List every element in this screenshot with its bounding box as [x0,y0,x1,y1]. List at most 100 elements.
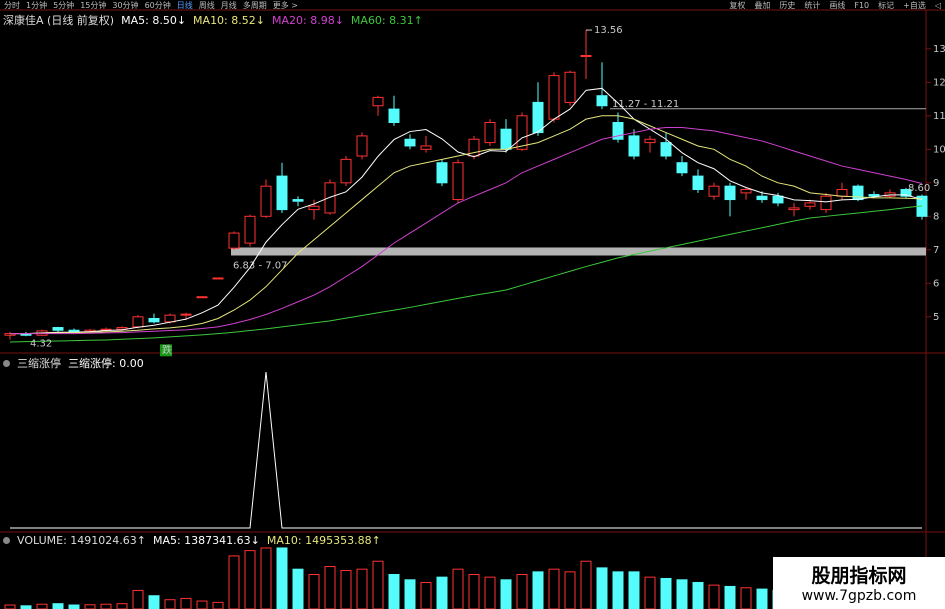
volume-bar [276,547,288,609]
ma-line [10,115,923,335]
ma-line [9,205,923,343]
tool-button[interactable]: 复权 [729,1,746,10]
volume-bar [52,603,64,609]
volume-bar [532,571,544,609]
candle-body [692,175,704,191]
candle-body [596,95,608,107]
chart-title: 深康佳A (日线 前复权) [3,14,115,27]
support-band [231,247,926,256]
candle-body [356,135,368,157]
candle-body [452,162,464,201]
legend-entry: MA5: 8.50↓ [121,13,187,27]
ma-line [10,127,923,335]
legend-entry: MA60: 8.31↑ [350,13,423,27]
indicator-line [10,371,922,529]
candle-body [868,194,880,197]
annotation: 跌 [162,343,172,356]
y-tick-label: 8 [933,211,939,222]
y-tick-label: 9 [933,178,939,189]
tool-button[interactable]: 历史 [779,1,796,10]
candle-body [708,185,720,197]
candle-body [676,162,688,174]
volume-bar [260,547,272,609]
period-tab[interactable]: 分时 [4,1,20,10]
volume-bar [244,550,256,609]
candle-body [404,138,416,147]
icon [3,359,10,367]
volume-bar [628,571,640,609]
candle-body [132,316,144,328]
period-tab[interactable]: 周线 [198,1,215,10]
volume-bar [212,601,224,609]
candle-body [180,313,192,316]
volume-bar [228,555,240,609]
volume-bar [516,574,528,609]
candle-body [244,215,256,244]
legend-entry: MA20: 8.98↓ [271,13,344,27]
tool-button[interactable]: 画线 [829,1,846,10]
volume-bar [596,567,608,609]
y-tick-label: 12 [933,77,945,88]
period-tab[interactable]: 1分钟 [26,1,48,10]
legend-entry: MA10: 1495353.88↑ [266,534,381,547]
tool-button[interactable]: F10 [854,1,870,10]
legend-entry: MA10: 8.52↓ [193,13,265,27]
volume-bar [372,560,384,609]
legend-entry: MA5: 1387341.63↓ [152,534,260,547]
volume-bar [756,588,768,609]
volume-bar [196,600,208,609]
candle-body [628,135,640,157]
y-tick-label: 10 [933,144,945,155]
period-tab[interactable]: 更多 > [272,1,298,10]
period-tab[interactable]: 多周期 [242,1,267,10]
tool-button[interactable]: 叠加 [754,1,771,10]
volume-bar [420,581,432,609]
annotation: 4.32 [30,339,52,350]
legend-entry: 三缩涨停: 0.00 [68,357,144,370]
tool-button[interactable]: ◁ [934,1,941,10]
y-tick-label: 11 [933,111,945,122]
volume-bar [548,568,560,609]
volume-bar [468,574,480,609]
tool-button[interactable]: 统计 [804,1,821,10]
period-tab[interactable]: 日线 [176,1,193,10]
candle-body [516,115,528,150]
candle-body [740,189,752,194]
volume-bar [116,603,128,609]
volume-bar [68,604,80,609]
candle-body [468,138,480,157]
annotation-badge [160,344,172,357]
volume-bar [100,603,112,609]
tool-button[interactable]: 标记 [878,1,895,10]
y-tick-label: 5 [933,312,939,323]
volume-bar [740,587,752,609]
volume-bar [164,599,176,609]
volume-header: VOLUME: 1491024.63↑ MA5: 1387341.63↓ MA10:… [3,534,381,547]
period-tab[interactable]: 60分钟 [144,1,171,10]
volume-bar [324,566,336,609]
candle-body [420,145,432,150]
volume-bar [660,577,672,609]
icon [3,537,10,544]
period-tab[interactable]: 月线 [220,1,237,10]
volume-bar [292,568,304,609]
candle-body [612,122,624,140]
price-header: 深康佳A (日线 前复权) MA5: 8.50↓ MA10: 8.52↓ MA20: … [3,12,423,28]
volume-bar [612,571,624,609]
watermark-title: 股朋指标网 [811,565,907,587]
period-tab[interactable]: 30分钟 [112,1,139,10]
candle-body [660,142,672,157]
volume-bar [84,604,96,609]
volume-bar [148,595,160,609]
volume-bar [36,603,48,609]
period-tab[interactable]: 5分钟 [53,1,75,10]
tool-button[interactable]: +自选 [903,1,926,10]
volume-bar [4,604,16,609]
candle-body [292,199,304,202]
candle-body [836,189,848,197]
period-tab[interactable]: 15分钟 [80,1,107,10]
candle-body [340,158,352,184]
candle-body [148,317,160,323]
candle-body [580,55,592,58]
